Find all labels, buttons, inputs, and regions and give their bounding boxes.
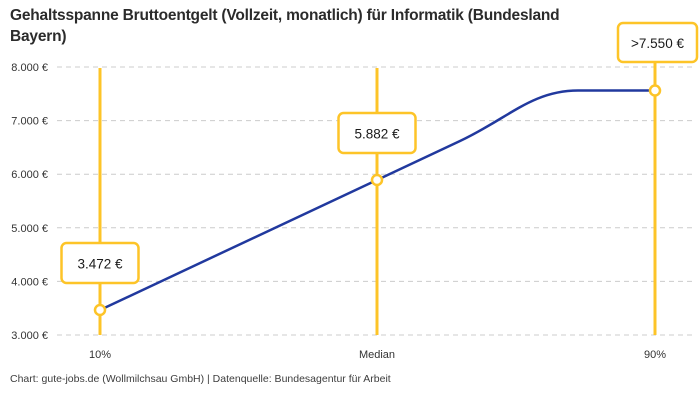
callout-value-median: 5.882 € (354, 127, 400, 142)
data-point-90pct (648, 84, 662, 97)
data-point-median (370, 173, 384, 187)
percentile-marker-lines (98, 62, 657, 335)
data-point-markers (93, 84, 662, 317)
value-callouts: 3.472 € 5.882 € >7.550 € (60, 21, 699, 285)
y-tick-label: 5.000 € (11, 223, 48, 235)
x-axis-labels: 10% Median 90% (89, 349, 666, 361)
callout-box-median (337, 111, 417, 155)
callout-value-90pct: >7.550 € (631, 36, 684, 51)
x-tick-median: Median (359, 349, 395, 361)
salary-curve (99, 89, 655, 312)
callout-box-90pct (616, 21, 699, 64)
x-tick-90pct: 90% (644, 349, 666, 361)
chart-attribution: Chart: gute-jobs.de (Wollmilchsau GmbH) … (10, 373, 391, 385)
callout-box-10pct (60, 241, 140, 285)
y-tick-label: 6.000 € (11, 169, 48, 181)
y-tick-label: 4.000 € (11, 276, 48, 288)
y-tick-label: 3.000 € (11, 330, 48, 342)
data-point-10pct (93, 303, 107, 317)
callout-value-10pct: 3.472 € (77, 257, 123, 272)
chart-title: Gehaltsspanne Bruttoentgelt (Vollzeit, m… (10, 7, 560, 45)
x-tick-10pct: 10% (89, 349, 111, 361)
y-tick-label: 8.000 € (11, 62, 48, 74)
y-axis-labels: 8.000 € 7.000 € 6.000 € 5.000 € 4.000 € … (11, 62, 48, 342)
y-tick-label: 7.000 € (11, 116, 48, 128)
